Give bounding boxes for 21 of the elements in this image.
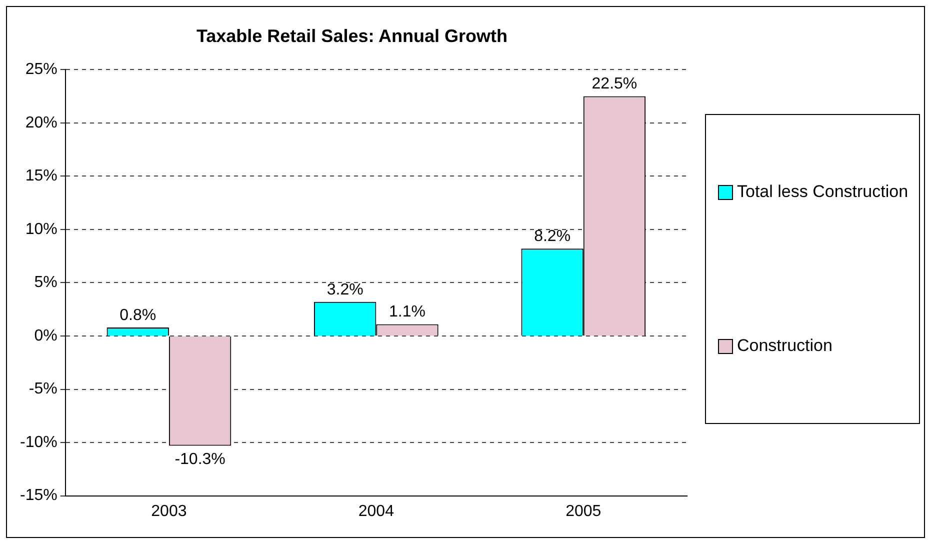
data-label: 1.1% — [389, 304, 426, 321]
y-tick-label: 25% — [25, 61, 58, 78]
x-tick-label: 2005 — [566, 502, 602, 520]
data-label: 3.2% — [326, 281, 364, 298]
y-tick-label: 5% — [34, 274, 58, 292]
data-label: 8.2% — [534, 228, 571, 246]
x-tick-label: 2004 — [358, 502, 394, 520]
data-label: 0.8% — [120, 306, 156, 324]
y-tick-label: 20% — [25, 114, 58, 132]
y-tick-label: 0% — [34, 327, 58, 344]
data-label: 22.5% — [592, 76, 638, 93]
x-tick-label: 2003 — [151, 502, 187, 520]
y-tick-label: 10% — [25, 220, 58, 238]
data-label: -10.3% — [174, 451, 226, 468]
y-tick-label: -5% — [28, 380, 58, 398]
legend-label: Construction — [737, 336, 832, 356]
legend-label: Total less Construction — [737, 182, 908, 202]
y-tick-label: 15% — [25, 168, 58, 185]
chart-title: Taxable Retail Sales: Annual Growth — [196, 26, 508, 46]
y-tick-label: -15% — [20, 487, 58, 504]
y-tick-label: -10% — [20, 434, 58, 451]
